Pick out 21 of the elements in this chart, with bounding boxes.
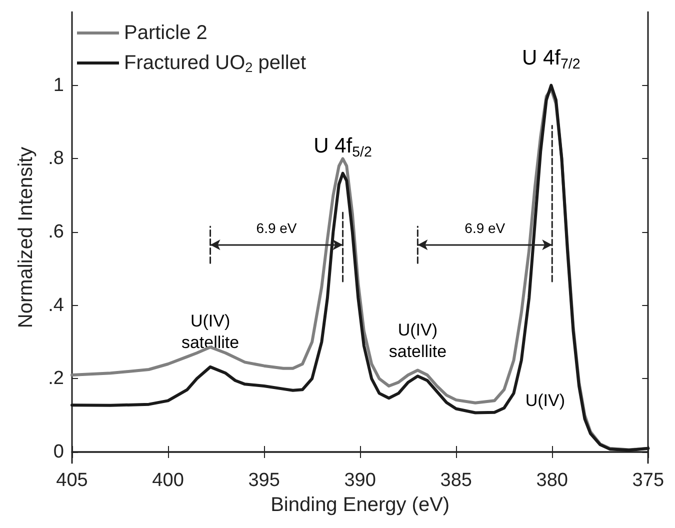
x-tick-label: 385 (440, 470, 472, 491)
x-tick-label: 390 (344, 470, 376, 491)
x-tick-label: 405 (56, 470, 88, 491)
x-tick-label: 375 (632, 470, 664, 491)
y-tick-label: 1 (53, 74, 64, 96)
y-tick-label: .6 (48, 222, 64, 242)
x-tick-label: 400 (152, 470, 184, 491)
annotation: U(IV) (525, 391, 565, 410)
x-tick-label: 380 (536, 470, 568, 491)
y-tick-label: 0 (53, 442, 64, 462)
y-axis-title: Normalized Intensity (15, 146, 37, 328)
x-axis-title: Binding Energy (eV) (270, 494, 450, 516)
x-tick-label: 395 (248, 470, 280, 491)
legend-label: Particle 2 (124, 22, 208, 44)
y-tick-label: .4 (48, 294, 64, 316)
y-tick-label: .2 (48, 368, 64, 390)
annotation: 6.9 eV (256, 220, 298, 236)
annotation: U(IV) satellite (181, 312, 240, 352)
y-tick-label: .8 (48, 148, 64, 170)
annotation: U(IV) satellite (388, 320, 447, 361)
annotation: 6.9 eV (464, 220, 506, 236)
